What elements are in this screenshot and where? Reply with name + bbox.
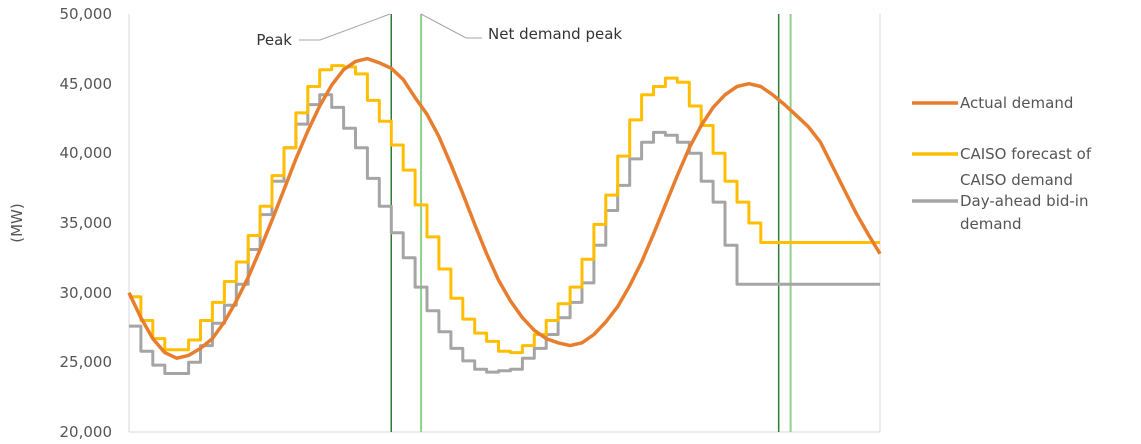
series-layer (127, 56, 882, 375)
y-tick-label: 50,000 (60, 5, 113, 23)
y-tick-labels: 20,000 25,000 30,000 35,000 40,000 45,00… (60, 5, 113, 441)
peak-annotation-leader (299, 13, 391, 41)
y-tick-label: 40,000 (60, 144, 113, 162)
y-tick-label: 30,000 (60, 284, 113, 302)
net-demand-peak-annotation-leader (420, 13, 482, 39)
legend-label-dayahead-line2: demand (960, 215, 1022, 233)
y-tick-label: 45,000 (60, 75, 113, 93)
series-line-actual (127, 56, 882, 360)
legend-label-actual: Actual demand (960, 94, 1073, 112)
legend-label-forecast: CAISO forecast of (960, 145, 1092, 163)
series-line-forecast (129, 64, 880, 355)
net-demand-peak-annotation: Net demand peak (488, 25, 622, 43)
y-tick-label: 35,000 (60, 214, 113, 232)
reference-lines (390, 14, 792, 432)
annotations: Peak Net demand peak (256, 13, 622, 49)
legend-label-forecast-line2: CAISO demand (960, 171, 1073, 189)
plot-area (128, 14, 881, 433)
legend-label-dayahead: Day-ahead bid-in (960, 192, 1088, 210)
peak-annotation: Peak (256, 31, 292, 49)
y-tick-label: 20,000 (60, 423, 113, 441)
legend: Actual demand CAISO forecast of CAISO de… (912, 94, 1092, 233)
y-axis-label: (MW) (8, 203, 26, 242)
series-line-dayahead (129, 93, 880, 375)
y-tick-label: 25,000 (60, 353, 113, 371)
